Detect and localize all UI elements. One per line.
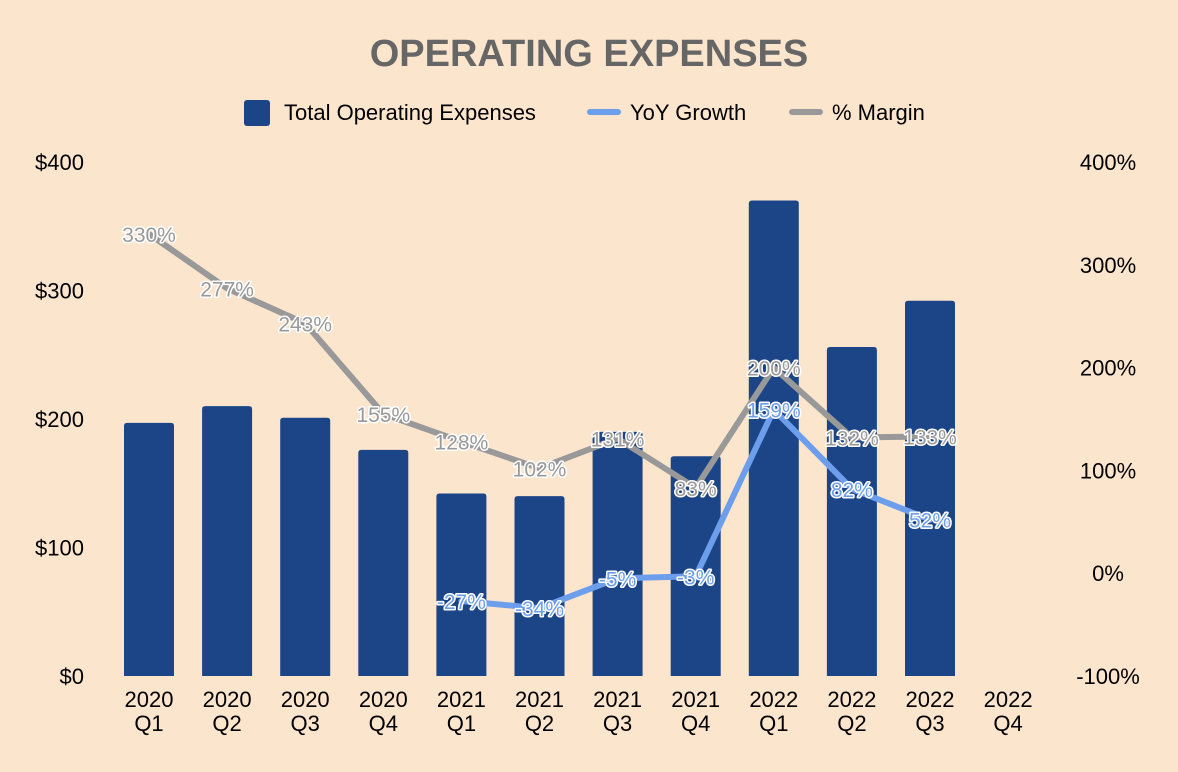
data-label-margin: 200% xyxy=(747,358,801,381)
data-label-margin: 132% xyxy=(825,428,879,451)
chart-title: OPERATING EXPENSES xyxy=(370,33,809,75)
data-label-margin: 83% xyxy=(675,478,717,501)
x-axis-tick-label: 2022 Q1 xyxy=(749,687,798,736)
legend-item-yoy-growth[interactable]: YoY Growth xyxy=(587,100,746,125)
x-axis-tick-label: 2021 Q1 xyxy=(437,687,486,736)
bar-total-operating-expenses xyxy=(436,493,487,676)
data-label-margin: 243% xyxy=(278,313,332,336)
data-labels: 330% 277% 243% 155% 128% 102% 131% 83% 200% 132% 1… xyxy=(121,222,959,622)
right-axis-tick-label: 300% xyxy=(1080,253,1136,278)
left-axis-tick-label: $0 xyxy=(60,664,84,689)
right-axis-tick-label: 200% xyxy=(1080,356,1136,381)
right-axis-tick-label: 0% xyxy=(1092,561,1124,586)
right-axis-tick-label: 400% xyxy=(1080,150,1136,175)
bar-total-operating-expenses xyxy=(202,406,253,676)
left-axis: $0 $100 $200 $300 $400 xyxy=(35,150,84,689)
bar-total-operating-expenses xyxy=(826,347,877,676)
legend-swatch-total-operating-expenses xyxy=(244,100,270,126)
data-label-margin: 102% xyxy=(513,458,567,481)
left-axis-tick-label: $100 xyxy=(35,536,84,561)
x-axis: 2020 Q1 2020 Q2 2020 Q3 2020 Q4 2021 Q1 2021 Q2 2021… xyxy=(125,687,1033,736)
line-margin xyxy=(146,231,933,491)
data-label-margin: 277% xyxy=(200,278,254,301)
left-axis-tick-label: $400 xyxy=(35,150,84,175)
left-axis-tick-label: $300 xyxy=(35,279,84,304)
line-yoy-growth xyxy=(458,406,933,612)
data-label-yoy-growth: -3% xyxy=(677,566,714,589)
x-axis-tick-label: 2022 Q2 xyxy=(827,687,876,736)
legend-item-total-operating-expenses[interactable]: Total Operating Expenses xyxy=(244,100,536,126)
legend: Total Operating Expenses YoY Growth % Ma… xyxy=(244,100,925,126)
x-axis-tick-label: 2020 Q3 xyxy=(281,687,330,736)
right-axis-tick-label: -100% xyxy=(1076,664,1140,689)
data-label-yoy-growth: -27% xyxy=(437,591,486,614)
bar-total-operating-expenses xyxy=(514,496,565,676)
data-label-yoy-growth: 159% xyxy=(747,400,801,423)
bar-total-operating-expenses xyxy=(748,200,799,677)
lines xyxy=(146,231,933,612)
bar-total-operating-expenses xyxy=(592,431,643,676)
x-axis-tick-label: 2020 Q2 xyxy=(203,687,252,736)
right-axis: -100% 0% 100% 200% 300% 400% xyxy=(1076,150,1140,689)
legend-label-margin: % Margin xyxy=(832,100,925,125)
legend-label-yoy-growth: YoY Growth xyxy=(630,100,746,125)
data-label-margin: 330% xyxy=(122,224,176,247)
x-axis-tick-label: 2020 Q4 xyxy=(359,687,408,736)
x-axis-tick-label: 2021 Q2 xyxy=(515,687,564,736)
data-label-margin: 133% xyxy=(903,426,957,449)
x-axis-tick-label: 2020 Q1 xyxy=(125,687,174,736)
bar-total-operating-expenses xyxy=(670,456,721,676)
data-label-margin: 131% xyxy=(591,429,645,452)
bar-total-operating-expenses xyxy=(358,449,409,676)
x-axis-tick-label: 2021 Q4 xyxy=(671,687,720,736)
data-label-yoy-growth: -5% xyxy=(599,568,636,591)
bar-total-operating-expenses xyxy=(905,300,955,676)
bar-total-operating-expenses xyxy=(124,422,174,676)
bar-total-operating-expenses xyxy=(280,417,331,676)
data-label-yoy-growth: 52% xyxy=(909,510,951,533)
left-axis-tick-label: $200 xyxy=(35,407,84,432)
data-label-yoy-growth: 82% xyxy=(831,479,873,502)
data-label-margin: 128% xyxy=(435,432,489,455)
x-axis-tick-label: 2022 Q3 xyxy=(906,687,955,736)
legend-label-total-operating-expenses: Total Operating Expenses xyxy=(284,100,536,125)
x-axis-tick-label: 2022 Q4 xyxy=(984,687,1033,736)
x-axis-tick-label: 2021 Q3 xyxy=(593,687,642,736)
data-label-yoy-growth: -34% xyxy=(515,598,564,621)
data-label-margin: 155% xyxy=(356,404,410,427)
legend-item-margin[interactable]: % Margin xyxy=(789,100,925,125)
right-axis-tick-label: 100% xyxy=(1080,458,1136,483)
